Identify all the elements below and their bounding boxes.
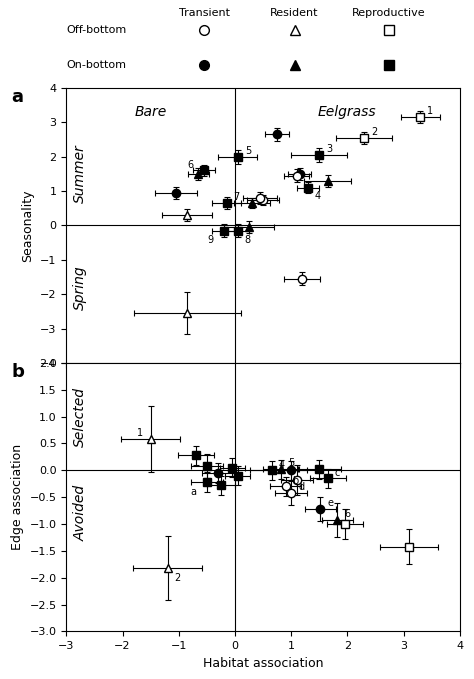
Text: 6: 6 <box>187 160 193 170</box>
Text: 4: 4 <box>315 191 321 201</box>
Text: 2: 2 <box>371 127 377 137</box>
Text: Selected: Selected <box>73 386 87 447</box>
Text: 9: 9 <box>207 235 213 245</box>
Text: Bare: Bare <box>135 105 167 120</box>
Text: 2: 2 <box>174 572 181 583</box>
Text: Avoided: Avoided <box>73 485 87 541</box>
Text: d: d <box>298 482 304 492</box>
Text: Summer: Summer <box>73 145 87 203</box>
Text: Off-bottom: Off-bottom <box>66 24 127 35</box>
Text: b: b <box>11 363 24 381</box>
Text: 8: 8 <box>245 235 251 245</box>
Text: 1: 1 <box>137 428 143 439</box>
Text: 7: 7 <box>234 192 240 202</box>
Text: Eelgrass: Eelgrass <box>318 105 377 120</box>
Text: Reproductive: Reproductive <box>352 8 426 18</box>
Text: 5: 5 <box>288 458 294 469</box>
Text: Resident: Resident <box>270 8 319 18</box>
Text: e: e <box>328 498 333 508</box>
Text: 5: 5 <box>245 146 251 156</box>
Text: 4: 4 <box>278 460 284 469</box>
X-axis label: Habitat association: Habitat association <box>203 657 323 669</box>
Text: 3: 3 <box>326 144 332 154</box>
Text: b: b <box>292 476 299 485</box>
Text: c: c <box>335 468 340 477</box>
Text: a: a <box>11 88 23 106</box>
Text: a: a <box>190 487 196 496</box>
Text: Transient: Transient <box>179 8 229 18</box>
Text: 1: 1 <box>428 107 434 116</box>
Text: Spring: Spring <box>73 265 87 310</box>
Text: On-bottom: On-bottom <box>66 60 127 70</box>
Y-axis label: Seasonality: Seasonality <box>22 189 35 261</box>
Text: 6: 6 <box>344 509 350 519</box>
Y-axis label: Edge association: Edge association <box>11 444 24 550</box>
